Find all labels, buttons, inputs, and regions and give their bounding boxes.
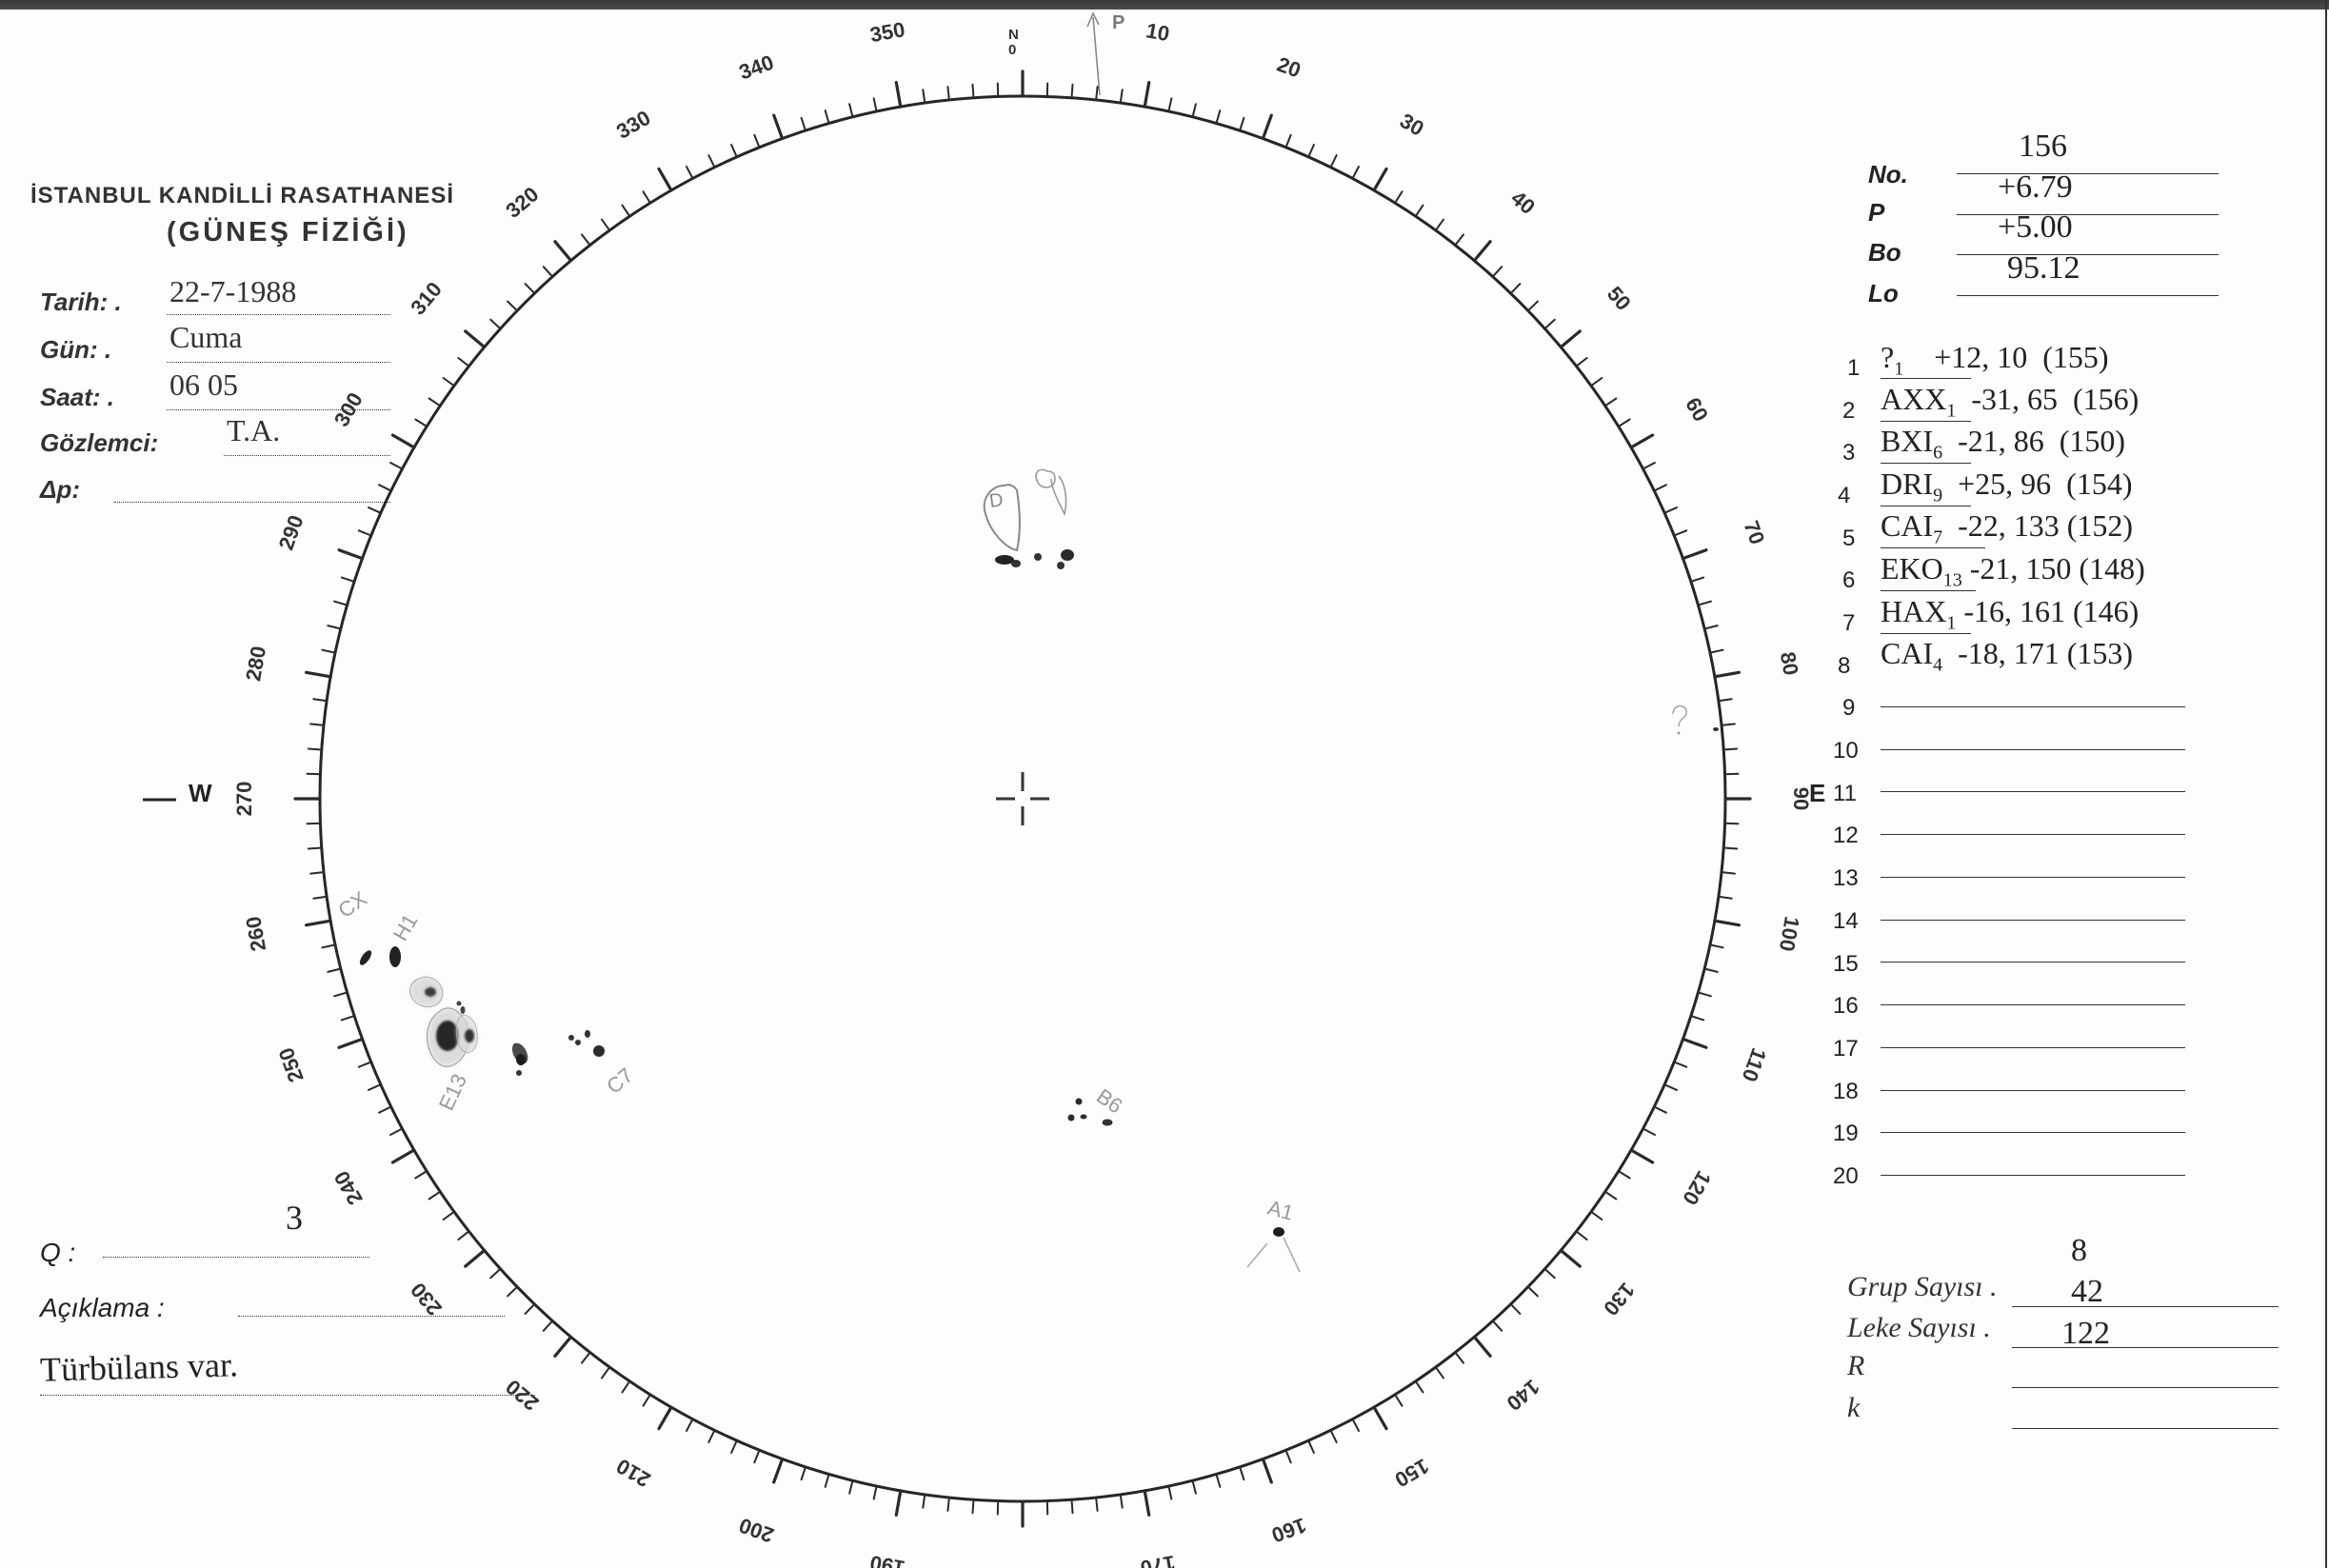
svg-text:260: 260 bbox=[241, 915, 270, 954]
svg-text:310: 310 bbox=[406, 277, 447, 319]
svg-text:350: 350 bbox=[868, 17, 907, 47]
svg-text:270: 270 bbox=[232, 782, 256, 817]
svg-text:300: 300 bbox=[329, 388, 368, 430]
svg-text:D: D bbox=[988, 489, 1005, 512]
svg-text:130: 130 bbox=[1599, 1278, 1640, 1320]
svg-text:E13: E13 bbox=[434, 1070, 471, 1114]
svg-text:240: 240 bbox=[329, 1167, 368, 1209]
svg-text:10: 10 bbox=[1145, 18, 1171, 46]
svg-text:160: 160 bbox=[1268, 1513, 1309, 1547]
svg-text:320: 320 bbox=[501, 182, 543, 223]
svg-text:C7: C7 bbox=[602, 1063, 638, 1099]
svg-text:290: 290 bbox=[274, 512, 309, 553]
svg-text:190: 190 bbox=[868, 1551, 907, 1568]
svg-text:170: 170 bbox=[1139, 1551, 1178, 1568]
svg-text:200: 200 bbox=[736, 1513, 777, 1547]
svg-text:90: 90 bbox=[1789, 787, 1813, 810]
svg-text:30: 30 bbox=[1396, 109, 1428, 141]
svg-text:330: 330 bbox=[612, 106, 654, 144]
svg-text:230: 230 bbox=[406, 1278, 447, 1320]
svg-text:140: 140 bbox=[1502, 1375, 1543, 1416]
svg-text:20: 20 bbox=[1274, 52, 1304, 83]
svg-text:110: 110 bbox=[1738, 1045, 1772, 1085]
svg-text:220: 220 bbox=[501, 1375, 543, 1416]
svg-text:60: 60 bbox=[1681, 393, 1713, 426]
svg-text:280: 280 bbox=[241, 645, 270, 684]
svg-text:B6: B6 bbox=[1092, 1084, 1126, 1119]
svg-text:100: 100 bbox=[1775, 915, 1804, 954]
svg-text:CX: CX bbox=[334, 886, 372, 923]
svg-text:250: 250 bbox=[274, 1044, 309, 1085]
svg-text:50: 50 bbox=[1602, 282, 1636, 315]
svg-text:150: 150 bbox=[1391, 1454, 1433, 1492]
svg-text:210: 210 bbox=[612, 1454, 654, 1492]
svg-text:A1: A1 bbox=[1265, 1196, 1296, 1225]
svg-text:120: 120 bbox=[1678, 1167, 1716, 1209]
svg-text:70: 70 bbox=[1739, 518, 1769, 548]
svg-text:H1: H1 bbox=[388, 910, 423, 945]
svg-text:80: 80 bbox=[1776, 650, 1803, 677]
svg-text:340: 340 bbox=[736, 50, 777, 85]
svg-text:40: 40 bbox=[1506, 186, 1540, 219]
